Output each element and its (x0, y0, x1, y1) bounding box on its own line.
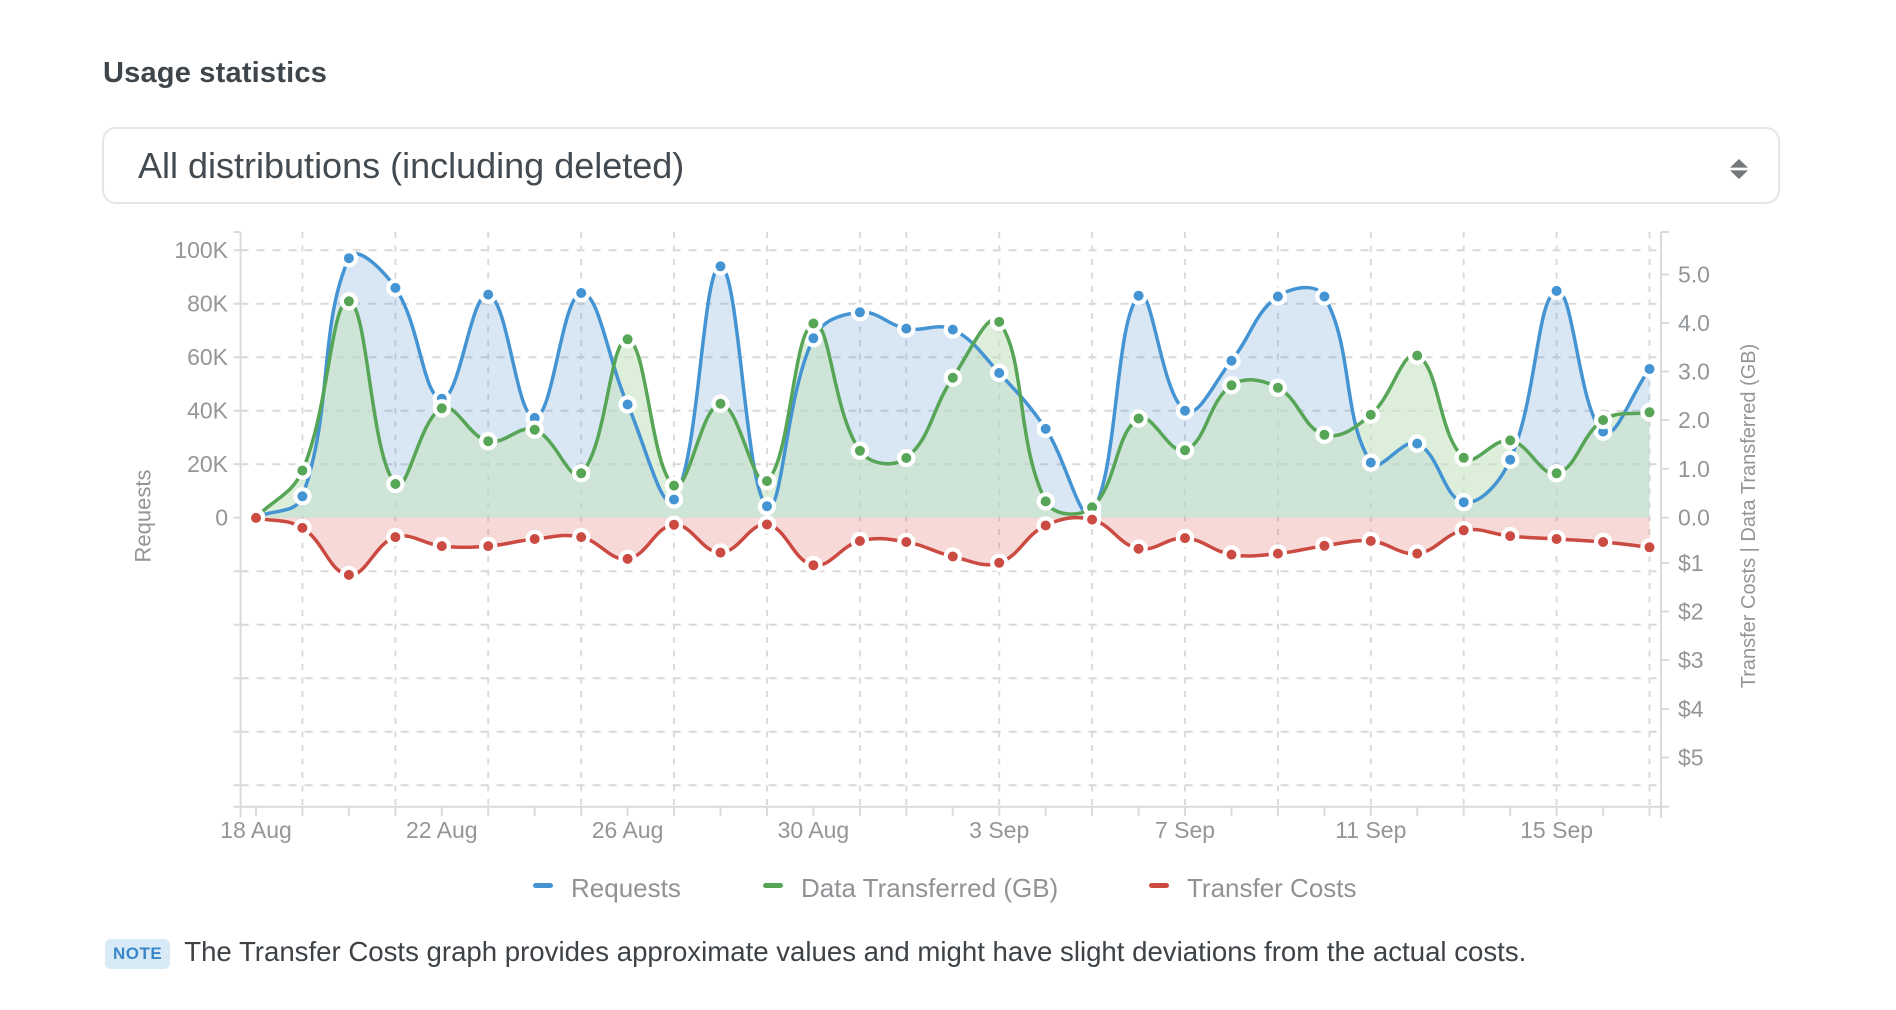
svg-text:5.0: 5.0 (1678, 262, 1710, 288)
svg-text:30 Aug: 30 Aug (778, 817, 850, 843)
svg-text:26 Aug: 26 Aug (592, 817, 664, 843)
svg-text:1.0: 1.0 (1678, 456, 1710, 482)
svg-text:100K: 100K (174, 237, 228, 263)
svg-text:Transfer Costs: Transfer Costs (1187, 873, 1357, 903)
svg-text:40K: 40K (187, 398, 229, 424)
svg-text:2.0: 2.0 (1678, 407, 1710, 433)
svg-text:11 Sep: 11 Sep (1335, 817, 1406, 843)
svg-text:18 Aug: 18 Aug (220, 817, 292, 843)
svg-text:0.0: 0.0 (1678, 505, 1710, 531)
svg-text:$2: $2 (1678, 599, 1704, 625)
svg-text:3 Sep: 3 Sep (969, 817, 1029, 843)
svg-text:Data Transferred (GB): Data Transferred (GB) (801, 873, 1058, 903)
svg-text:Requests: Requests (571, 873, 681, 903)
svg-text:$5: $5 (1678, 745, 1704, 771)
svg-text:80K: 80K (187, 291, 229, 317)
svg-text:4.0: 4.0 (1678, 310, 1710, 336)
svg-text:22 Aug: 22 Aug (406, 817, 478, 843)
svg-text:$4: $4 (1678, 696, 1704, 722)
svg-text:15 Sep: 15 Sep (1520, 817, 1593, 843)
svg-text:20K: 20K (187, 451, 229, 477)
svg-text:$1: $1 (1678, 550, 1704, 576)
svg-text:0: 0 (215, 505, 228, 531)
svg-text:3.0: 3.0 (1678, 359, 1710, 385)
svg-text:7 Sep: 7 Sep (1155, 817, 1215, 843)
svg-text:60K: 60K (187, 344, 229, 370)
svg-text:$3: $3 (1678, 647, 1704, 673)
svg-text:Transfer Costs | Data Transfer: Transfer Costs | Data Transferred (GB) (1738, 344, 1760, 689)
svg-text:Requests: Requests (131, 470, 156, 563)
